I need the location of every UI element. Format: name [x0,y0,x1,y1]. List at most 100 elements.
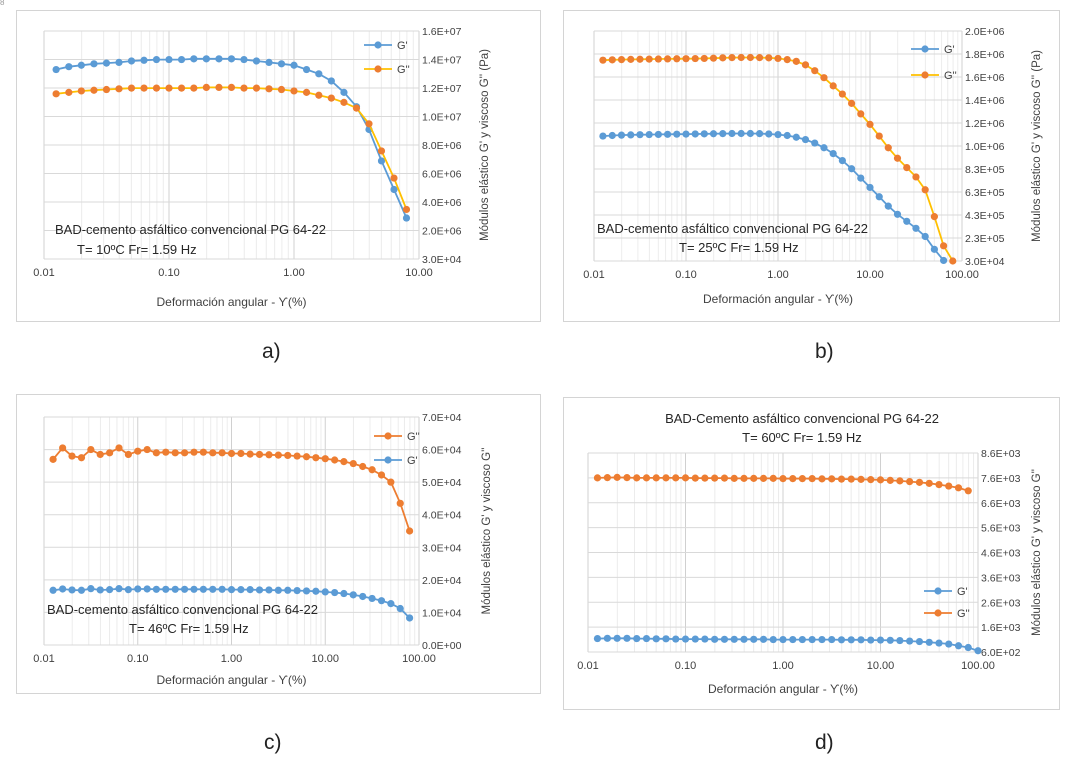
data-point [906,478,914,486]
data-point [829,149,837,158]
data-point [759,474,768,482]
data-point [209,449,217,457]
data-point [798,475,806,483]
data-point [613,473,621,481]
data-point [327,94,335,102]
data-point [162,585,170,593]
legend-swatch-marker [384,432,392,440]
data-point [152,55,161,64]
data-point [127,84,136,92]
x-tick-label: 0.01 [583,269,604,281]
data-point [368,466,376,474]
y-tick-label: 5.0E+04 [422,477,462,489]
y-axis-label: Módulos elástico G' y viscoso G'' (Pa) [479,49,491,241]
data-point [321,455,329,463]
data-point [930,213,938,221]
data-point [265,451,273,459]
x-tick-label: 10.00 [856,269,884,281]
data-point [340,98,348,106]
y-tick-label: 8.3E+05 [965,164,1005,176]
data-point [906,637,914,645]
data-point [331,456,339,464]
data-point [682,130,690,138]
data-point [215,83,223,91]
caption-b: b) [815,340,834,363]
data-point [820,74,828,82]
y-tick-label: 8.6E+03 [981,448,1021,460]
x-tick-label: 1.00 [221,653,242,665]
data-point [662,635,670,643]
data-point [331,588,339,597]
data-point [340,458,348,466]
data-point [798,635,806,644]
y-tick-label: 3.0E+04 [965,256,1005,268]
y-tick-label: 1.6E+06 [965,72,1005,84]
data-point [633,634,641,643]
data-point [377,471,386,479]
x-tick-label: 1.00 [283,267,304,279]
data-point [603,634,611,642]
data-point [106,586,114,594]
x-tick-label: 10.00 [405,267,433,279]
data-point [359,462,367,471]
data-point [617,131,626,139]
data-point [377,147,386,155]
data-point [180,449,189,457]
data-point [876,636,885,644]
data-point [848,99,856,107]
x-tick-label: 0.01 [33,653,54,665]
data-point [642,634,651,643]
data-point [65,63,73,71]
data-point [227,449,236,458]
data-point [77,454,86,462]
data-point [77,61,85,69]
x-axis-label: Deformación angular - ϒ(%) [708,682,858,696]
y-tick-label: 1.0E+04 [422,607,462,619]
data-point [664,130,672,138]
data-point [728,129,736,138]
data-point [59,444,67,452]
data-point [302,88,311,96]
data-point [293,587,301,595]
data-point [87,585,95,593]
legend-swatch-marker [921,71,929,79]
legend-label: G'' [944,70,957,82]
data-point [349,591,357,599]
data-point [709,130,718,138]
data-point [654,130,662,139]
data-point [106,449,114,457]
data-point [673,130,681,138]
data-point [140,56,148,64]
data-point [302,453,311,461]
data-point [349,459,357,468]
data-point [608,56,616,64]
data-point [52,90,60,98]
y-tick-label: 6.3E+05 [965,187,1005,199]
data-point [165,84,173,92]
x-tick-label: 0.10 [675,660,696,672]
data-point [709,54,718,62]
data-point [789,635,797,644]
data-point [730,474,738,482]
data-point [893,154,902,162]
data-point [857,636,865,644]
x-tick-label: 1.00 [767,269,788,281]
chart-annotation: T= 25ºC Fr= 1.59 Hz [679,240,799,255]
data-point [237,586,245,594]
x-tick-label: 0.10 [675,269,696,281]
data-point [190,55,198,63]
data-point [691,130,699,138]
data-point [87,445,95,454]
data-point [769,635,777,644]
data-point [599,56,607,64]
data-point [227,586,236,594]
data-point [691,635,699,643]
data-point [406,527,414,535]
data-point [623,634,631,642]
data-point [974,647,982,655]
x-tick-label: 0.10 [158,267,179,279]
data-point [115,444,123,452]
data-point [921,232,929,241]
data-point [711,635,719,643]
data-point [327,77,335,85]
